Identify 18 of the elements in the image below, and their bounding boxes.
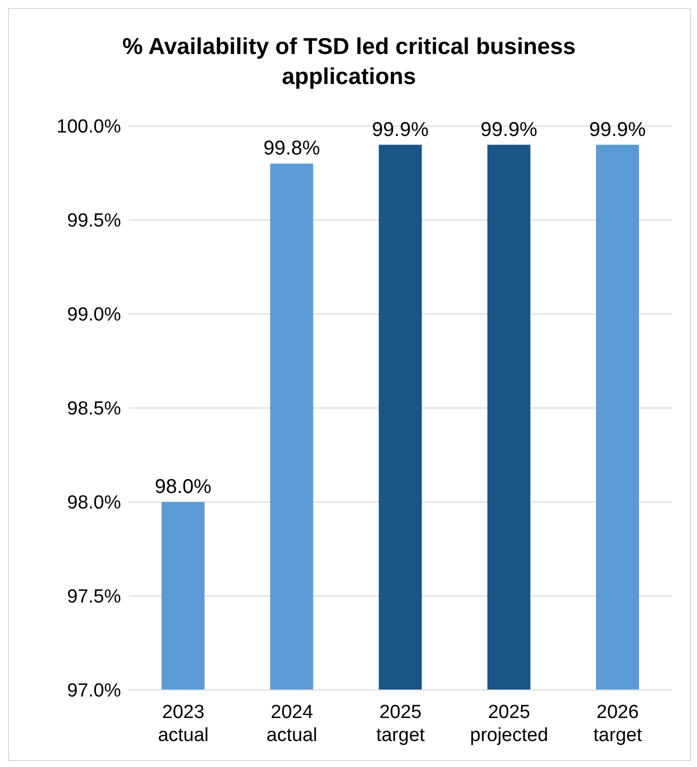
y-tick-label: 97.5% [67, 586, 122, 608]
y-tick-label: 98.5% [67, 398, 122, 420]
y-tick-label: 99.5% [67, 210, 122, 232]
x-tick-label: 2026 target [593, 702, 643, 746]
data-label: 99.9% [372, 118, 429, 141]
x-tick-label: 2023 actual [158, 702, 209, 746]
y-tick-label: 99.0% [67, 304, 122, 326]
y-tick-label: 98.0% [67, 492, 122, 514]
y-tick-label: 97.0% [67, 680, 122, 702]
x-tick-label: 2025 projected [470, 702, 548, 746]
data-label: 99.9% [480, 118, 538, 141]
data-label: 98.0% [154, 476, 212, 498]
x-tick-label: 2024 actual [266, 702, 318, 746]
chart-title: % Availability of TSD led critical business applications [121, 32, 577, 91]
data-label: 99.8% [263, 138, 320, 160]
data-label: 99.9% [589, 118, 646, 141]
y-tick-label: 100.0% [56, 116, 122, 138]
x-tick-label: 2025 target [376, 702, 426, 746]
